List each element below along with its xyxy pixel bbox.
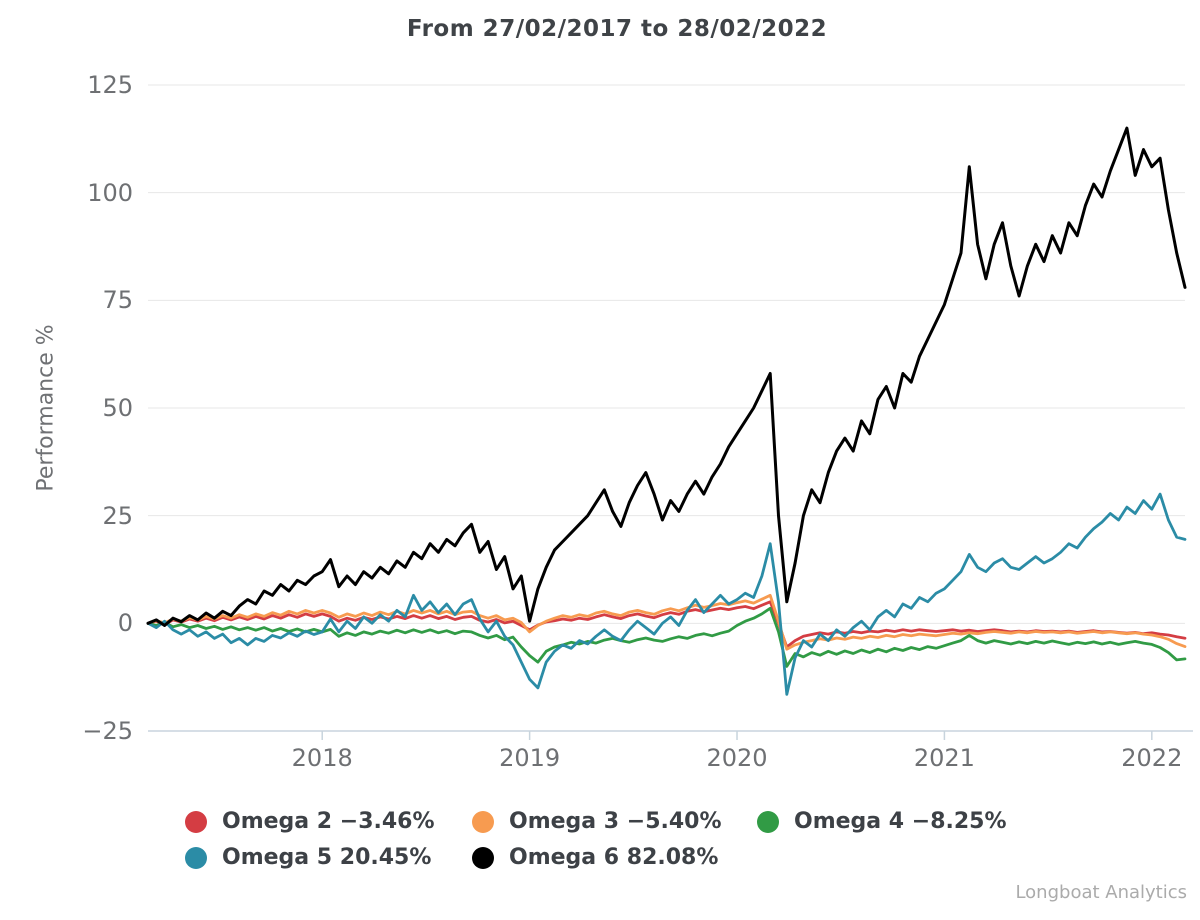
y-tick-label: −25 xyxy=(82,717,133,745)
y-tick-label: 75 xyxy=(102,286,133,315)
x-tick-label: 2019 xyxy=(499,744,561,772)
y-tick-label: 125 xyxy=(87,71,133,99)
y-tick-label: 50 xyxy=(102,394,133,422)
legend-label: Omega 3 −5.40% xyxy=(509,809,722,834)
y-tick-label: 0 xyxy=(117,609,133,638)
legend-label: Omega 4 −8.25% xyxy=(794,809,1007,834)
x-tick-label: 2020 xyxy=(706,744,768,772)
series-line-omega-3[interactable] xyxy=(146,593,1187,651)
legend-item-omega-2[interactable]: Omega 2 −3.46% xyxy=(185,804,472,839)
y-tick-label: 25 xyxy=(102,501,133,530)
legend-label: Omega 5 20.45% xyxy=(222,845,432,870)
x-tick-label: 2018 xyxy=(291,744,353,772)
y-tick-label: 100 xyxy=(87,178,133,207)
series-line-omega-6[interactable] xyxy=(146,126,1187,627)
legend-marker-icon xyxy=(185,846,207,869)
x-tick-label: 2021 xyxy=(913,744,975,772)
series-line-omega-5[interactable] xyxy=(146,492,1187,696)
watermark-credit[interactable]: Longboat Analytics xyxy=(1015,882,1187,903)
legend-label: Omega 2 −3.46% xyxy=(222,809,435,834)
legend-item-omega-5[interactable]: Omega 5 20.45% xyxy=(185,840,472,875)
legend-item-omega-3[interactable]: Omega 3 −5.40% xyxy=(472,804,757,839)
legend-marker-icon xyxy=(472,846,494,869)
chart-title: From 27/02/2017 to 28/02/2022 xyxy=(406,16,828,42)
series-line-omega-4[interactable] xyxy=(146,606,1187,668)
legend-item-omega-4[interactable]: Omega 4 −8.25% xyxy=(757,804,1087,839)
legend-marker-icon xyxy=(185,810,207,833)
legend-marker-icon xyxy=(472,810,494,833)
legend-marker-icon xyxy=(757,810,779,833)
chart-legend: Omega 2 −3.46% Omega 3 −5.40% Omega 4 −8.2… xyxy=(185,804,1087,875)
x-tick-label: 2022 xyxy=(1121,744,1183,772)
legend-label: Omega 6 82.08% xyxy=(509,845,719,870)
legend-item-omega-6[interactable]: Omega 6 82.08% xyxy=(472,840,757,875)
